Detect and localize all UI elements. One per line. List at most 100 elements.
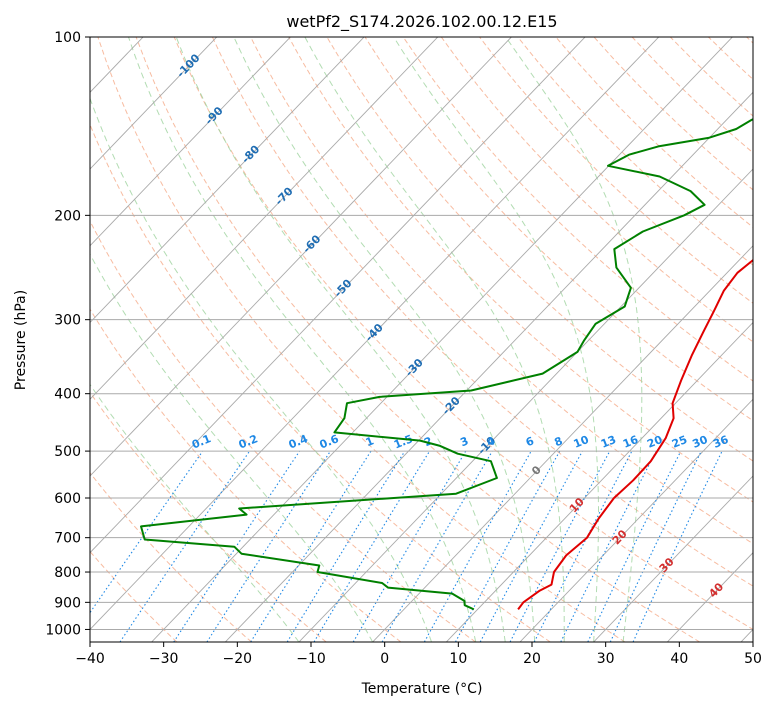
y-tick-label: 200: [54, 208, 81, 224]
mixing-ratio-label: 25: [670, 433, 689, 451]
mixing-ratio-label: 36: [711, 433, 730, 451]
dry-adiabat-line: [288, 37, 753, 503]
isotherm-line: [298, 168, 753, 642]
x-tick-label: 30: [597, 651, 615, 667]
dry-adiabat-line: [631, 37, 753, 154]
moist-adiabat-line: [393, 37, 599, 642]
mixing-ratio-line: [632, 450, 723, 642]
mixing-ratio-line: [250, 450, 372, 642]
dry-adiabat-line: [90, 220, 476, 642]
mixing-ratio-line: [381, 450, 493, 642]
dry-adiabat-line: [173, 37, 753, 630]
mixing-ratio-label: 20: [645, 433, 664, 451]
mixing-ratio-label: 6: [524, 434, 536, 449]
moist-adiabat-line: [505, 37, 643, 642]
mixing-ratio-line: [286, 450, 406, 642]
dry-adiabat-line: [746, 37, 753, 44]
mixing-ratio-line: [455, 450, 561, 642]
mixing-ratio-line: [313, 450, 431, 642]
dry-adiabat-line: [90, 123, 551, 642]
mixing-ratio-label: 16: [621, 433, 640, 451]
x-tick-label: −20: [223, 651, 253, 667]
y-tick-label: 900: [54, 595, 81, 611]
x-axis-label: Temperature (°C): [361, 681, 483, 697]
plot-frame: [89, 36, 754, 643]
dry-adiabat-line: [90, 550, 178, 642]
y-axis: 100 200 300 400 500 600 700 800 900 1000: [45, 30, 90, 638]
isotherm-line: [0, 24, 8, 642]
isotherm-line: [151, 37, 734, 642]
dry-adiabat-line: [90, 471, 252, 642]
dry-adiabat-line: [97, 37, 626, 642]
isotherm-line: [90, 37, 218, 170]
y-tick-label: 600: [54, 491, 81, 507]
y-tick-label: 100: [54, 30, 81, 46]
mixing-ratio-line: [352, 450, 467, 642]
profile-series: [140, 118, 753, 611]
moist-adiabat-line: [233, 37, 536, 642]
moist-adiabat-line: [90, 97, 432, 642]
isotherm-line: [90, 37, 292, 247]
background-lines: [0, 24, 753, 642]
isotherm-line: [372, 245, 753, 642]
x-tick-label: −40: [75, 651, 105, 667]
mixing-ratio-label: 13: [599, 433, 618, 451]
isotherm-line: [224, 91, 753, 642]
mixing-ratio-line: [119, 450, 251, 642]
mixing-ratio-label: 3: [458, 434, 470, 449]
dry-adiabat-line: [555, 37, 753, 228]
y-tick-label: 300: [54, 313, 81, 329]
x-tick-label: −30: [149, 651, 179, 667]
dewpoint-profile-line: [140, 118, 753, 611]
dry-adiabat-line: [440, 37, 753, 343]
mixing-ratio-line: [509, 450, 611, 642]
x-axis: −40 −30 −20 −10 0 10 20 30 40 50: [75, 642, 762, 667]
dry-adiabat-line: [135, 37, 700, 642]
mixing-ratio-label: 8: [552, 434, 564, 449]
isotherm-line: [593, 475, 753, 642]
x-tick-label: 0: [380, 651, 389, 667]
mixing-ratio-label: 0.1: [190, 432, 213, 451]
pressure-gridlines: [90, 37, 753, 630]
moist-adiabat-line: [90, 253, 374, 642]
mixing-ratio-line: [206, 450, 331, 642]
mixing-ratio-label: 0.4: [287, 432, 310, 451]
mixing-ratio-label: 10: [572, 433, 591, 451]
moist-adiabat-line: [304, 37, 565, 642]
mixing-ratio-line: [479, 450, 583, 642]
x-tick-label: 10: [449, 651, 467, 667]
temperature-profile-line: [517, 258, 753, 610]
isotherm-line: [666, 552, 753, 642]
dry-adiabat-line: [211, 37, 753, 587]
mixing-ratio-label: 1: [364, 434, 376, 449]
isotherm-line: [519, 398, 753, 642]
isotherm-line: [90, 37, 365, 324]
mixing-ratio-line: [423, 450, 532, 642]
mixing-ratio-line: [173, 450, 301, 642]
isotherm-line: [90, 37, 660, 631]
dry-adiabat-line: [364, 37, 753, 422]
dry-adiabat-line: [669, 37, 753, 117]
y-axis-label: Pressure (hPa): [13, 290, 29, 390]
isotherm-line: [740, 628, 753, 642]
dry-adiabat-line: [326, 37, 753, 462]
isotherm-line: [90, 37, 586, 554]
x-tick-label: −10: [296, 651, 326, 667]
y-tick-label: 1000: [45, 622, 81, 638]
mixing-ratio-label: 30: [691, 433, 710, 451]
dry-adiabat-line: [479, 37, 753, 304]
x-tick-label: 20: [523, 651, 541, 667]
y-tick-label: 700: [54, 531, 81, 547]
dry-adiabat-line: [593, 37, 753, 191]
isotherm-line: [445, 321, 753, 642]
y-tick-label: 500: [54, 444, 81, 460]
y-tick-label: 400: [54, 387, 81, 403]
dry-adiabat-line: [90, 308, 402, 642]
chart-title: wetPf2_S174.2026.102.00.12.E15: [286, 12, 557, 32]
y-tick-label: 800: [54, 565, 81, 581]
x-tick-label: 40: [670, 651, 688, 667]
isotherm-line: [90, 37, 513, 477]
moist-adiabat-line: [175, 37, 506, 642]
moist-adiabat-line: [127, 37, 477, 642]
